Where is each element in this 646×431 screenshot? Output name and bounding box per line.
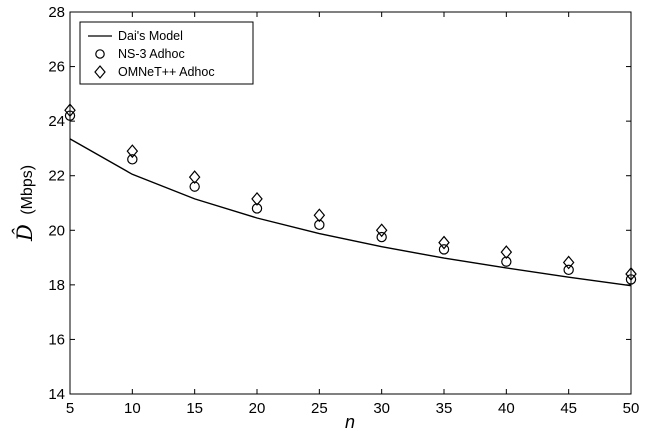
legend-label-dais-model: Dai's Model	[118, 29, 183, 43]
x-tick-label: 30	[373, 400, 390, 417]
y-tick-label: 16	[48, 331, 65, 348]
x-ticks: 5 10 15 20 25 30 35 40 45 50	[66, 12, 640, 417]
x-tick-label: 50	[623, 400, 640, 417]
legend-circle-swatch	[95, 49, 105, 59]
legend: Dai's Model NS-3 Adhoc OMNeT++ Adhoc	[79, 21, 254, 85]
legend-label-ns3-adhoc: NS-3 Adhoc	[118, 47, 185, 61]
data-point-diamond	[375, 223, 388, 238]
y-ticks: 14 16 18 20 22 24 26 28	[48, 4, 631, 403]
data-point-circle	[251, 203, 263, 214]
y-axis-unit: (Mbps)	[19, 165, 36, 215]
data-point-circle	[501, 256, 512, 267]
x-tick-label: 20	[249, 400, 266, 417]
x-tick-label: 5	[66, 400, 74, 417]
data-point-circle	[189, 181, 200, 192]
y-axis-symbol: D̂	[13, 224, 37, 242]
data-point-circle	[376, 231, 387, 243]
series-omnet-adhoc	[64, 103, 637, 281]
legend-box	[79, 21, 254, 85]
series-dais-model	[69, 138, 632, 287]
legend-label-omnet-adhoc: OMNeT++ Adhoc	[118, 65, 215, 79]
x-tick-label: 10	[124, 400, 141, 417]
data-point-circle	[127, 154, 138, 165]
y-tick-label: 24	[48, 113, 65, 130]
data-point-diamond	[126, 144, 139, 159]
data-point-diamond	[188, 170, 201, 185]
y-tick-label: 18	[48, 277, 65, 294]
series-ns3-adhoc	[64, 110, 637, 285]
x-tick-label: 15	[186, 400, 203, 417]
data-point-circle	[64, 110, 76, 121]
y-tick-label: 26	[48, 59, 65, 76]
data-point-diamond	[64, 103, 76, 118]
data-point-diamond	[625, 267, 637, 281]
x-tick-label: 40	[498, 400, 515, 417]
y-tick-label: 22	[48, 168, 65, 185]
data-point-circle	[314, 219, 325, 231]
x-tick-label: 35	[436, 400, 453, 417]
x-axis-label: n	[345, 412, 355, 431]
legend-diamond-swatch	[94, 65, 106, 79]
series-line-path	[69, 138, 632, 287]
y-tick-label: 28	[48, 4, 65, 21]
x-tick-label: 25	[311, 400, 328, 417]
data-point-diamond	[313, 208, 326, 223]
x-tick-label: 45	[560, 400, 577, 417]
data-point-circle	[438, 244, 450, 255]
data-point-diamond	[500, 245, 513, 260]
data-point-diamond	[438, 235, 450, 250]
y-tick-label: 14	[48, 386, 65, 403]
data-point-circle	[563, 264, 574, 276]
data-point-diamond	[251, 191, 263, 206]
y-axis-label: D̂ (Mbps)	[13, 165, 37, 242]
data-point-diamond	[562, 255, 575, 270]
data-point-circle	[625, 274, 637, 285]
y-tick-label: 20	[48, 222, 65, 239]
